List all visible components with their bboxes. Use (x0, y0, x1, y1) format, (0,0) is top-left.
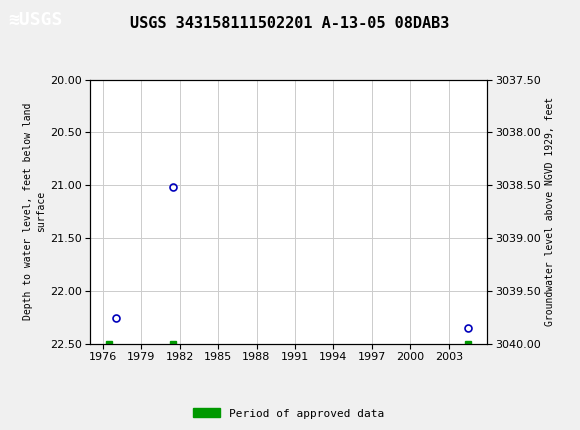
Y-axis label: Depth to water level, feet below land
surface: Depth to water level, feet below land su… (23, 103, 46, 320)
Text: USGS 343158111502201 A-13-05 08DAB3: USGS 343158111502201 A-13-05 08DAB3 (130, 16, 450, 31)
Legend: Period of approved data: Period of approved data (188, 404, 389, 423)
Y-axis label: Groundwater level above NGVD 1929, feet: Groundwater level above NGVD 1929, feet (545, 97, 554, 326)
Text: ≋USGS: ≋USGS (9, 12, 63, 29)
